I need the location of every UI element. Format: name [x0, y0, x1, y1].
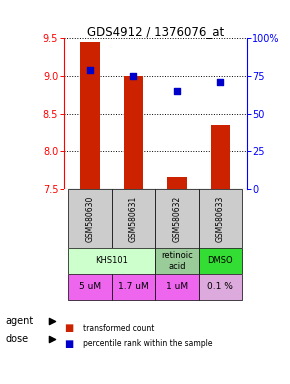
Point	[131, 73, 136, 79]
Text: agent: agent	[6, 316, 34, 326]
Text: percentile rank within the sample: percentile rank within the sample	[83, 339, 212, 348]
Point	[218, 79, 223, 85]
Bar	[199, 189, 242, 248]
Text: KHS101: KHS101	[95, 257, 128, 265]
Bar	[80, 42, 100, 189]
Text: transformed count: transformed count	[83, 324, 154, 333]
Text: retinoic
acid: retinoic acid	[161, 251, 193, 271]
Bar	[199, 274, 242, 300]
Text: 0.1 %: 0.1 %	[207, 282, 233, 291]
Bar	[155, 274, 199, 300]
Point	[88, 67, 92, 73]
Text: 1 uM: 1 uM	[166, 282, 188, 291]
Point	[50, 336, 55, 342]
Text: GSM580630: GSM580630	[85, 195, 95, 242]
Bar	[199, 248, 242, 274]
Text: ■: ■	[64, 339, 73, 349]
Bar	[155, 189, 199, 248]
Bar	[68, 274, 112, 300]
Bar	[68, 248, 155, 274]
Bar	[112, 274, 155, 300]
Bar	[155, 248, 199, 274]
Text: dose: dose	[6, 334, 29, 344]
Point	[50, 318, 55, 324]
Bar	[124, 76, 143, 189]
Text: 1.7 uM: 1.7 uM	[118, 282, 149, 291]
Text: ■: ■	[64, 323, 73, 333]
Point	[175, 88, 179, 94]
Text: 5 uM: 5 uM	[79, 282, 101, 291]
Text: GDS4912 / 1376076_at: GDS4912 / 1376076_at	[86, 25, 224, 38]
Text: GSM580632: GSM580632	[172, 195, 182, 242]
Bar	[211, 125, 230, 189]
Text: GSM580633: GSM580633	[216, 195, 225, 242]
Text: GSM580631: GSM580631	[129, 195, 138, 242]
Bar	[112, 189, 155, 248]
Bar	[167, 177, 187, 189]
Text: DMSO: DMSO	[208, 257, 233, 265]
Bar	[68, 189, 112, 248]
